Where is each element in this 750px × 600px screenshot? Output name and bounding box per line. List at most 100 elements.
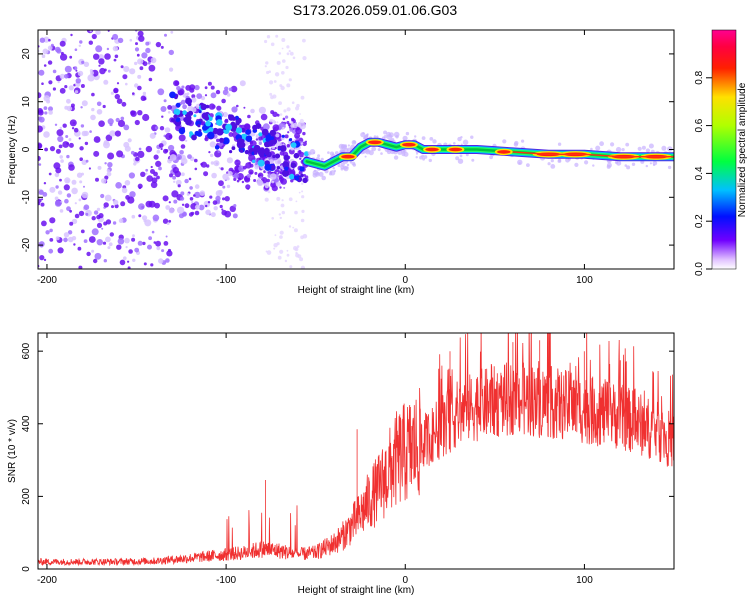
spectrogram-noise-blob <box>253 179 257 182</box>
spectrogram-noise-blob <box>91 249 95 253</box>
spectrogram-xtick-label: -100 <box>216 275 236 286</box>
spectrogram-noise-blob <box>38 155 41 162</box>
ridge-halo-blob <box>455 156 460 161</box>
spectrogram-noise-blob <box>98 120 105 127</box>
spectrogram-noise-blob <box>218 142 223 147</box>
spectrogram-noise-blob <box>101 227 104 230</box>
ridge-halo-blob <box>422 157 425 161</box>
spectrogram-cluster-blob <box>252 159 256 163</box>
spectrogram-noise-blob <box>38 69 45 76</box>
spectrogram-noise-blob <box>203 171 209 177</box>
spectrogram-noise-blob <box>281 210 285 215</box>
spectrogram-noise-blob <box>150 165 153 169</box>
spectrogram-noise-blob <box>163 148 168 154</box>
spectrogram-noise-blob <box>169 154 177 161</box>
ridge-halo-blob <box>341 144 345 149</box>
spectrogram-noise-blob <box>221 98 226 104</box>
spectrogram-noise-blob <box>136 53 140 57</box>
spectrogram-xtick-label: -200 <box>37 275 57 286</box>
spectrogram-noise-blob <box>256 179 264 186</box>
spectrogram-noise-blob <box>137 183 143 189</box>
spectrogram-noise-blob <box>80 229 85 234</box>
spectrogram-noise-blob <box>286 52 290 56</box>
spectrogram-noise-blob <box>243 106 246 109</box>
spectrogram-noise-blob <box>218 166 221 169</box>
spectrogram-noise-blob <box>292 226 295 229</box>
spectrogram-noise-blob <box>293 246 298 251</box>
spectrogram-noise-blob <box>134 119 140 126</box>
spectrogram-noise-blob <box>285 120 288 123</box>
spectrogram-noise-blob <box>254 164 259 170</box>
spectrogram-noise-blob <box>221 208 224 211</box>
spectrogram-noise-blob <box>67 230 73 235</box>
spectrogram-noise-blob <box>88 40 94 45</box>
spectrogram-noise-blob <box>218 189 223 195</box>
spectrogram-noise-blob <box>89 130 92 133</box>
spectrogram-noise-blob <box>212 200 218 205</box>
spectrogram-noise-blob <box>69 221 74 226</box>
spectrogram-noise-blob <box>204 94 208 97</box>
snr-ytick-label: 400 <box>21 415 32 432</box>
spectrogram-cluster-blob <box>216 119 223 126</box>
spectrogram-noise-blob <box>285 115 289 119</box>
spectrogram-noise-blob <box>289 51 294 56</box>
spectrogram-noise-blob <box>280 179 284 183</box>
spectrogram-noise-blob <box>75 69 78 72</box>
spectrogram-cluster-blob <box>289 174 295 180</box>
spectrogram-cluster-blob <box>187 120 192 125</box>
spectrogram-x-label: Height of straight line (km) <box>298 285 415 296</box>
spectrogram-noise-blob <box>255 138 259 141</box>
spectrogram-noise-blob <box>301 209 305 213</box>
spectrogram-noise-blob <box>216 138 220 143</box>
snr-xtick-label: 100 <box>576 575 593 586</box>
spectrogram-noise-blob <box>63 237 68 243</box>
spectrogram-noise-blob <box>123 256 127 261</box>
ridge-halo-blob <box>344 144 348 148</box>
spectrogram-noise-blob <box>248 161 251 165</box>
spectrogram-noise-blob <box>180 196 185 201</box>
spectrogram-noise-blob <box>264 39 268 44</box>
spectrogram-noise-blob <box>222 173 229 180</box>
spectrogram-noise-blob <box>147 244 152 250</box>
spectrogram-noise-blob <box>297 123 301 128</box>
ridge-halo-blob <box>340 167 344 171</box>
spectrogram-noise-blob <box>43 131 50 138</box>
spectrogram-noise-blob <box>259 176 262 179</box>
spectrogram-ytick-label: 0 <box>21 146 32 152</box>
spectrogram-noise-blob <box>138 214 142 218</box>
spectrogram-noise-blob <box>279 113 283 116</box>
spectrogram-noise-blob <box>43 95 50 102</box>
spectrogram-noise-blob <box>62 123 67 128</box>
spectrogram-noise-blob <box>172 175 177 180</box>
spectrogram-noise-blob <box>246 173 251 178</box>
spectrogram-noise-blob <box>277 255 282 260</box>
spectrogram-noise-blob <box>273 247 276 250</box>
spectrogram-noise-blob <box>77 246 82 251</box>
spectrogram-noise-blob <box>175 179 182 186</box>
spectrogram-noise-blob <box>262 123 270 131</box>
spectrogram-noise-blob <box>224 119 229 124</box>
spectrogram-noise-blob <box>165 258 170 263</box>
spectrogram-noise-blob <box>78 198 82 202</box>
spectrogram-noise-blob <box>196 93 203 99</box>
spectrogram-noise-blob <box>123 66 130 73</box>
spectrogram-noise-blob <box>57 190 63 195</box>
spectrogram-noise-blob <box>129 191 136 198</box>
spectrogram-noise-blob <box>158 166 162 171</box>
spectrogram-noise-blob <box>105 134 113 142</box>
spectrogram-noise-blob <box>43 106 48 110</box>
spectrogram-noise-blob <box>269 92 273 96</box>
spectrogram-noise-blob <box>234 159 241 166</box>
ridge-halo-blob <box>402 135 408 141</box>
spectrogram-cluster-blob <box>185 97 193 105</box>
spectrogram-noise-blob <box>131 214 136 219</box>
spectrogram-noise-blob <box>264 197 269 202</box>
spectrogram-ytick-label: 20 <box>21 48 32 60</box>
snr-x-label: Height of straight line (km) <box>298 585 415 596</box>
spectrogram-noise-blob <box>130 150 135 155</box>
spectrogram-noise-blob <box>81 159 87 165</box>
ridge-halo-blob <box>592 164 595 167</box>
ridge-halo-blob <box>621 148 625 152</box>
spectrogram-noise-blob <box>204 137 207 140</box>
